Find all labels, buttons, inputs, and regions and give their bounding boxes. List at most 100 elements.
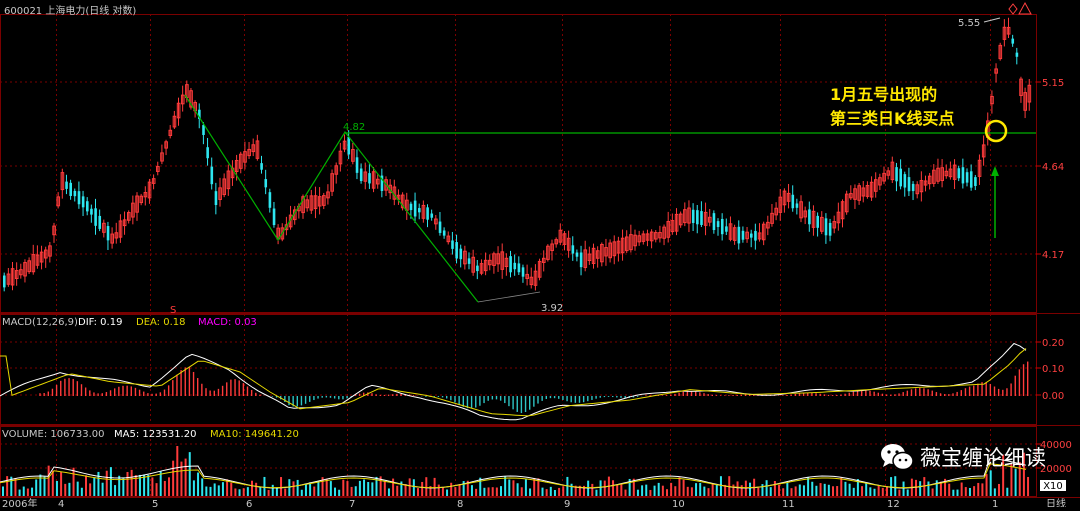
candle-body-up — [674, 213, 679, 232]
macd-panel — [0, 342, 1029, 421]
candle-body-up — [52, 225, 56, 236]
candle-body-up — [172, 115, 177, 128]
candle-body-up — [334, 165, 339, 175]
candle-body-down — [700, 211, 703, 225]
candle-body-down — [816, 215, 819, 228]
candle-body-down — [1011, 38, 1015, 44]
macd-axis-label: 0.10 — [1042, 364, 1064, 375]
candle-body-up — [317, 196, 322, 207]
candle-body-up — [255, 140, 260, 159]
candle-body-up — [330, 173, 334, 192]
volume-unit-label: X10 — [1043, 481, 1063, 492]
candle-body-up — [338, 150, 343, 165]
candle-body-down — [413, 200, 417, 217]
candle-body-up — [990, 95, 994, 105]
wechat-icon — [880, 442, 914, 472]
candle-body-up — [39, 251, 44, 263]
macd-dea-label: DEA: 0.18 — [136, 317, 186, 328]
volume-panel-frame — [0, 426, 1037, 497]
candle-body-up — [351, 149, 355, 162]
candle-body-up — [853, 188, 857, 200]
macd-dif-label: DIF: 0.19 — [78, 317, 123, 328]
candle-body-up — [554, 239, 559, 245]
x-axis-label: 8 — [457, 499, 463, 507]
candle-body-up — [861, 187, 866, 197]
candle-body-up — [633, 234, 637, 247]
candle-body-up — [313, 195, 318, 210]
volume-ma10-line — [0, 463, 1027, 489]
candle-body-down — [409, 203, 413, 211]
candle-body-down — [73, 190, 77, 197]
candle-body-down — [579, 252, 583, 268]
candle-body-down — [795, 203, 799, 208]
candle-body-down — [69, 182, 72, 196]
candle-body-up — [384, 179, 388, 191]
candle-body-up — [139, 195, 144, 204]
volume-axis-label: 40000 — [1040, 440, 1072, 451]
candle-body-up — [562, 233, 567, 245]
candle-body-up — [820, 216, 824, 232]
low-price-label: 3.92 — [541, 303, 563, 314]
candle-body-up — [110, 233, 115, 244]
candle-body-down — [824, 218, 828, 236]
candle-body-down — [347, 136, 351, 155]
candle-body-down — [808, 209, 811, 225]
candle-body-down — [974, 177, 977, 186]
candle-body-up — [550, 243, 554, 252]
macd-value-label: MACD: 0.03 — [198, 317, 257, 328]
candle-body-down — [965, 172, 969, 183]
price-axis-label: 5.15 — [1042, 78, 1064, 89]
candle-body-down — [98, 215, 102, 229]
candle-body-up — [600, 243, 604, 263]
candle-body-up — [587, 253, 592, 262]
candle-body-up — [778, 196, 783, 213]
zigzag-line — [184, 94, 479, 303]
candle-body-up — [1019, 78, 1023, 97]
candle-body-down — [716, 221, 720, 228]
candle-body-down — [106, 226, 110, 241]
candle-body-up — [483, 259, 488, 272]
candle-body-down — [202, 125, 205, 135]
macd-title: MACD(12,26,9) — [2, 317, 78, 328]
x-axis-label: 5 — [152, 499, 158, 507]
candle-body-up — [127, 212, 131, 221]
low-leader — [477, 291, 541, 303]
candle-body-up — [683, 209, 687, 224]
candle-body-up — [247, 148, 251, 157]
candle-body-up — [703, 211, 708, 226]
candle-body-up — [786, 192, 791, 202]
x-axis-label: 10 — [672, 499, 685, 507]
candle-body-up — [1027, 84, 1032, 103]
candle-body-up — [761, 223, 766, 241]
candle-body-down — [214, 191, 218, 206]
candle-body-up — [919, 180, 924, 193]
candle-body-down — [430, 213, 434, 218]
candle-body-up — [48, 245, 52, 257]
candle-body-up — [799, 201, 803, 219]
candle-body-down — [86, 201, 89, 212]
candle-body-up — [131, 202, 135, 218]
candle-body-up — [6, 273, 11, 285]
candle-body-down — [903, 174, 907, 188]
candle-body-up — [811, 210, 816, 228]
annotation-line-1: 1月五号出现的 — [830, 85, 938, 104]
peak-price-label: 4.82 — [343, 122, 365, 133]
candle-body-up — [878, 177, 882, 186]
x-axis-label: 6 — [246, 499, 252, 507]
candle-body-up — [60, 172, 65, 191]
candle-body-up — [915, 184, 920, 195]
candle-body-up — [147, 181, 152, 199]
volume-axis-label: 20000 — [1040, 464, 1072, 475]
x-axis-label: 12 — [887, 499, 900, 507]
candle-body-up — [114, 232, 119, 239]
candle-body-down — [426, 207, 429, 220]
candle-body-up — [944, 170, 949, 177]
candle-body-up — [832, 221, 837, 229]
candle-body-up — [803, 210, 808, 218]
candlestick-series — [3, 17, 1032, 292]
candle-body-down — [691, 209, 695, 223]
candle-body-up — [874, 179, 878, 192]
candle-body-up — [836, 211, 841, 224]
candle-body-up — [923, 180, 928, 186]
